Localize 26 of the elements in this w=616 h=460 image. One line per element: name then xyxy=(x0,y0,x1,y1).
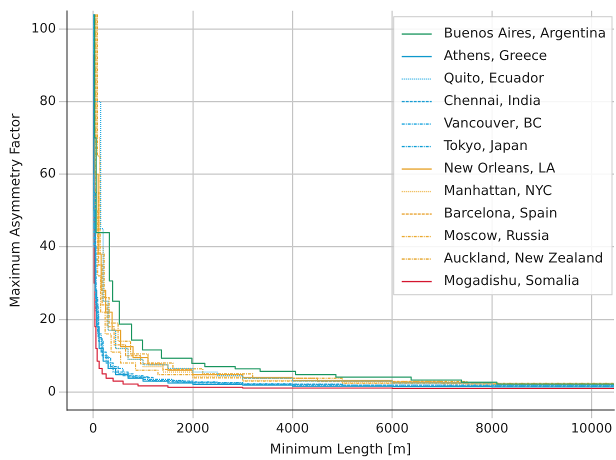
legend-label: Mogadishu, Somalia xyxy=(444,273,580,290)
x-tick-label: 8000 xyxy=(475,421,508,436)
x-axis-title: Minimum Length [m] xyxy=(270,441,412,458)
legend-label: Athens, Greece xyxy=(444,48,548,64)
y-tick-label: 60 xyxy=(39,166,56,182)
legend-label: Chennai, India xyxy=(444,93,541,110)
x-tick-label: 4000 xyxy=(276,421,310,436)
legend-label: Vancouver, BC xyxy=(444,116,542,132)
x-tick-label: 6000 xyxy=(376,421,409,436)
legend-label: Quito, Ecuador xyxy=(444,70,544,87)
x-tick-label: 10000 xyxy=(570,421,612,436)
y-axis-title: Maximum Asymmetry Factor xyxy=(8,112,24,308)
legend-label: New Orleans, LA xyxy=(444,160,556,177)
legend-label: Auckland, New Zealand xyxy=(444,250,604,267)
y-tick-label: 80 xyxy=(39,94,56,109)
y-tick-label: 20 xyxy=(39,312,56,327)
legend-label: Barcelona, Spain xyxy=(444,206,558,222)
y-tick-label: 100 xyxy=(31,21,56,36)
x-tick-label: 0 xyxy=(89,421,98,436)
legend-label: Manhattan, NYC xyxy=(444,183,552,200)
legend-label: Buenos Aires, Argentina xyxy=(444,26,606,42)
legend-label: Moscow, Russia xyxy=(444,228,550,244)
y-tick-label: 40 xyxy=(39,239,56,254)
legend-label: Tokyo, Japan xyxy=(442,138,528,154)
y-tick-label: 0 xyxy=(48,384,56,400)
x-tick-label: 2000 xyxy=(176,421,210,436)
